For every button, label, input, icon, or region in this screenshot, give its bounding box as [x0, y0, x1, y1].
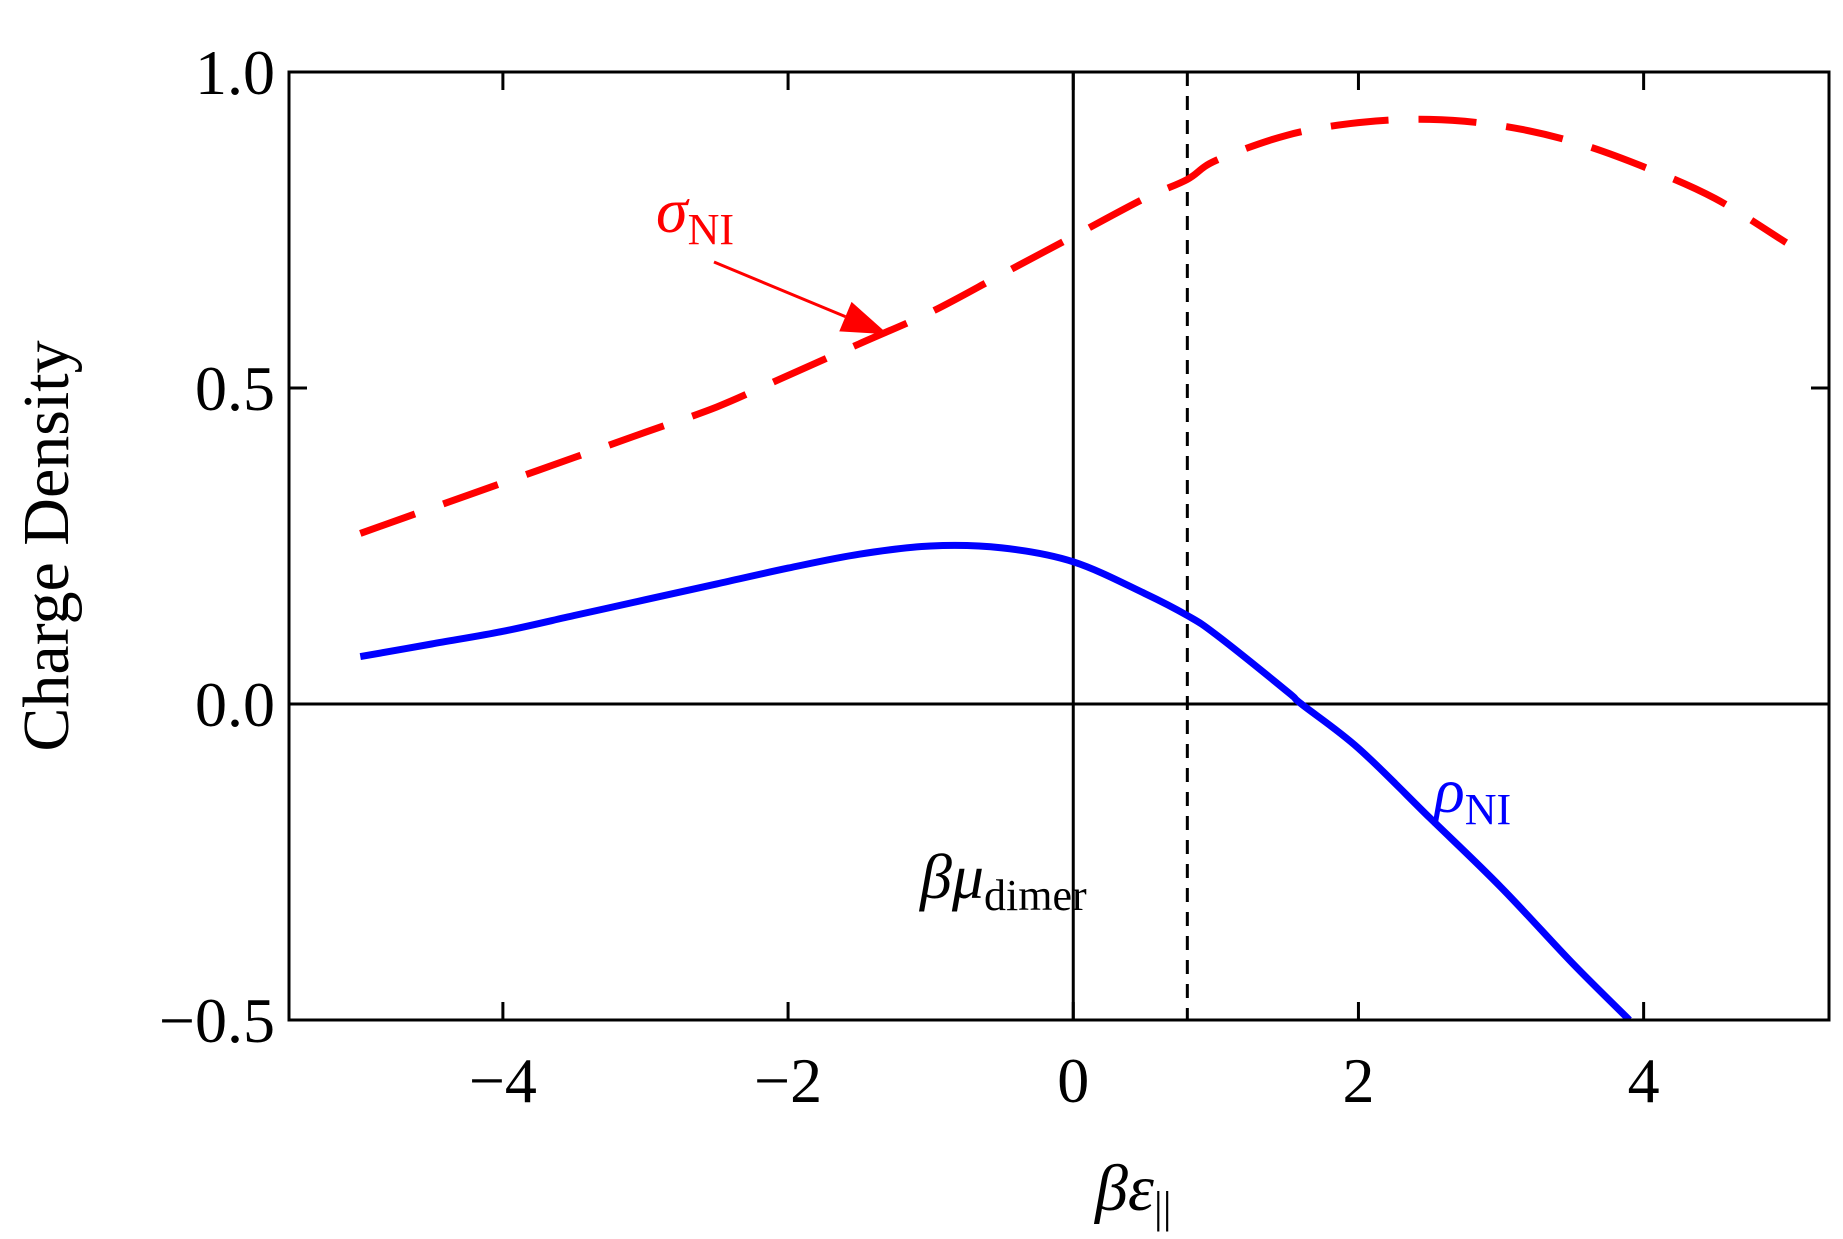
rho-ni-series-line	[359, 541, 1632, 1020]
x-axis-label-main: βε	[1093, 1152, 1154, 1225]
y-tick-label: 0.0	[195, 669, 275, 740]
svg-text:βμdimer: βμdimer	[918, 841, 1087, 920]
x-axis-ticks: −4 −2 0 2 4	[469, 72, 1660, 1116]
y-tick-label: 1.0	[195, 37, 275, 108]
sigma-label-sub: NI	[688, 205, 734, 254]
reference-lines	[289, 72, 1829, 1020]
rho-label-sub: NI	[1465, 785, 1511, 834]
sigma-arrowhead	[839, 301, 888, 335]
x-tick-label: 4	[1628, 1045, 1660, 1116]
sigma-ni-series-line	[359, 115, 1789, 537]
sigma-arrow	[713, 260, 846, 319]
x-tick-label: 0	[1057, 1045, 1089, 1116]
y-tick-label: −0.5	[159, 985, 275, 1056]
y-tick-label: 0.5	[195, 353, 275, 424]
svg-text:ρNI: ρNI	[1432, 755, 1511, 834]
mu-label-sub: dimer	[984, 871, 1087, 920]
rho-annotation: ρNI	[1432, 755, 1511, 834]
plot-frame	[287, 70, 1831, 1022]
sigma-label-main: σ	[656, 175, 690, 246]
mu-dimer-annotation: βμdimer	[918, 841, 1087, 920]
x-axis-label-sub: ||	[1154, 1183, 1172, 1232]
x-axis-label: βε||	[1093, 1152, 1172, 1232]
x-tick-label: −2	[754, 1045, 822, 1116]
x-tick-label: −4	[469, 1045, 537, 1116]
rho-label-main: ρ	[1432, 755, 1465, 826]
svg-text:σNI: σNI	[656, 175, 734, 254]
series-layer	[359, 115, 1789, 1020]
y-axis-label: Charge Density	[10, 340, 83, 751]
sigma-annotation: σNI	[656, 175, 888, 335]
mu-label-main: βμ	[918, 841, 984, 912]
x-tick-label: 2	[1342, 1045, 1374, 1116]
y-axis-ticks: −0.5 0.0 0.5 1.0	[159, 37, 1829, 1056]
